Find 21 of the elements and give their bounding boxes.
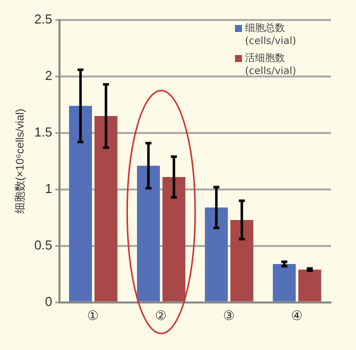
bar [136, 166, 160, 302]
y-tick-label: 2 [45, 68, 52, 84]
bar [230, 220, 254, 302]
x-tick-label: ① [87, 308, 100, 323]
x-tick-label: ② [155, 308, 168, 323]
x-tick-label: ④ [291, 308, 304, 323]
legend-label: 细胞总数 (cells/vial) [245, 22, 298, 48]
x-tick-label: ③ [223, 308, 236, 323]
y-tick-label: 1.5 [34, 124, 52, 140]
y-tick-label: 2.5 [34, 12, 52, 27]
bar [162, 177, 186, 302]
bar [298, 270, 322, 302]
y-tick-label: 1 [45, 181, 52, 196]
bar [69, 106, 92, 302]
y-tick-label: 0.5 [34, 238, 52, 252]
y-axis-title: 细胞数(×10⁶cells/vial) [14, 108, 27, 214]
bar [94, 116, 118, 302]
y-tick-label: 0 [45, 294, 52, 309]
bar [204, 208, 228, 302]
legend-label: 活细胞数 (cells/vial) [245, 52, 298, 78]
bar [272, 264, 296, 302]
